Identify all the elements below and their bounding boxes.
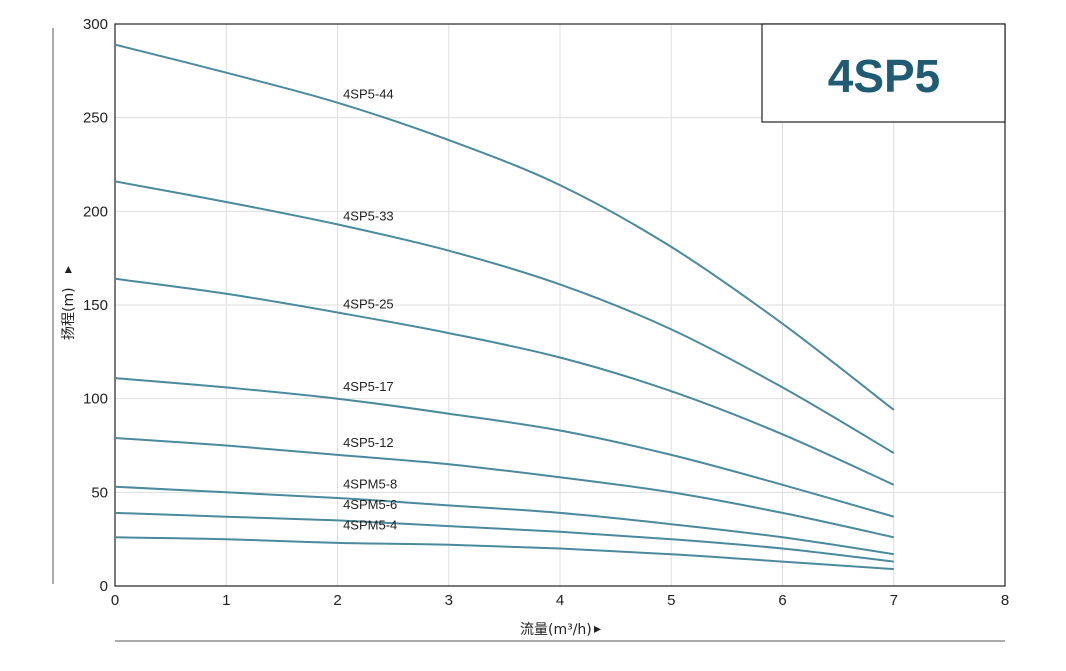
plot-frame (114, 23, 1006, 587)
curve-label-4spm5-8: 4SPM5-8 (343, 476, 397, 491)
curve-4sp5-12 (114, 437, 895, 539)
y-tick-label: 300 (83, 16, 108, 33)
x-tick-label: 7 (890, 592, 898, 609)
y-axis-arrow-icon: ▸ (60, 266, 76, 273)
x-axis-arrow-icon: ▸ (594, 621, 601, 637)
curve-labels: 4SP5-44 4SP5-33 4SP5-25 4SP5-17 4SP5-12 4SPM5… (343, 87, 397, 533)
x-tick-labels: 0 1 2 3 4 5 6 7 8 (111, 592, 1009, 609)
curve-label-4sp5-33: 4SP5-33 (343, 208, 394, 223)
curve-label-4sp5-25: 4SP5-25 (343, 296, 394, 311)
curve-label-4sp5-44: 4SP5-44 (343, 87, 394, 102)
x-tick-label: 8 (1001, 592, 1009, 609)
curve-4sp5-17 (114, 377, 895, 518)
curve-label-4spm5-6: 4SPM5-6 (343, 497, 397, 512)
x-axis-title: 流量(m³/h) (520, 622, 592, 638)
title-box-frame (761, 23, 1006, 123)
x-tick-label: 2 (333, 592, 341, 609)
y-tick-label: 100 (83, 391, 108, 408)
curve-label-4spm5-4: 4SPM5-4 (343, 518, 397, 533)
title-box: 4SP5 (761, 23, 1006, 123)
curve-4sp5-44 (114, 43, 895, 411)
y-axis-title: 扬程(m) (61, 287, 77, 340)
y-tick-label: 250 (83, 110, 108, 127)
curve-4spm5-8 (114, 485, 894, 556)
curves (114, 43, 895, 571)
x-tick-label: 0 (111, 592, 119, 609)
curve-4sp5-25 (114, 277, 895, 486)
chart-title: 4SP5 (828, 50, 941, 102)
x-tick-label: 6 (778, 592, 786, 609)
y-tick-label: 150 (83, 297, 108, 314)
curve-label-4sp5-12: 4SP5-12 (343, 435, 394, 450)
x-tick-label: 1 (222, 592, 230, 609)
curve-4spm5-4 (114, 536, 894, 571)
y-tick-label: 50 (91, 484, 108, 501)
y-tick-label: 200 (83, 203, 108, 220)
x-tick-label: 3 (445, 592, 453, 609)
y-tick-label: 0 (100, 578, 108, 595)
curve-4sp5-33 (114, 180, 895, 454)
curve-label-4sp5-17: 4SP5-17 (343, 379, 394, 394)
y-tick-labels: 0 50 100 150 200 250 300 (83, 16, 108, 595)
x-tick-label: 5 (667, 592, 675, 609)
x-tick-label: 4 (556, 592, 564, 609)
curve-4spm5-6 (114, 511, 894, 563)
